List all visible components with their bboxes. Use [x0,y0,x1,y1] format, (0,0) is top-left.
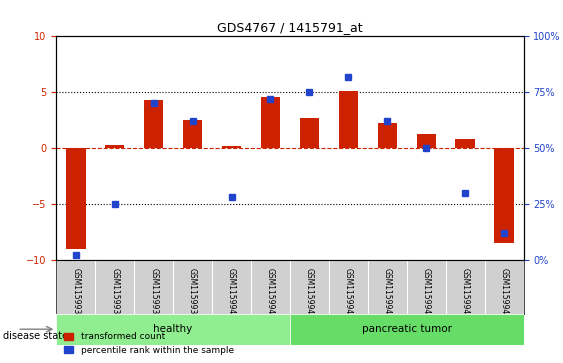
Bar [378,123,397,148]
Text: GSM1159944: GSM1159944 [383,268,392,319]
Text: GSM1159940: GSM1159940 [227,268,236,319]
Text: GSM1159941: GSM1159941 [266,268,275,319]
Bar [300,118,319,148]
Text: pancreatic tumor: pancreatic tumor [362,324,452,334]
Bar [338,91,358,148]
Bar [105,145,124,148]
FancyBboxPatch shape [56,314,290,345]
Bar [66,148,86,249]
Bar [183,120,202,148]
Text: healthy: healthy [154,324,193,334]
Bar [417,134,436,148]
Bar [494,148,514,243]
Bar [144,100,163,148]
Bar [222,146,242,148]
Text: GSM1159936: GSM1159936 [72,268,81,319]
Text: GSM1159937: GSM1159937 [110,268,119,319]
Text: GSM1159946: GSM1159946 [461,268,470,319]
Text: GSM1159947: GSM1159947 [499,268,508,319]
Text: GSM1159939: GSM1159939 [188,268,197,319]
Bar [261,97,280,148]
FancyBboxPatch shape [290,314,524,345]
Text: GSM1159942: GSM1159942 [305,268,314,319]
Text: GSM1159943: GSM1159943 [344,268,353,319]
Legend: transformed count, percentile rank within the sample: transformed count, percentile rank withi… [61,329,238,359]
Text: disease state: disease state [3,331,68,341]
Title: GDS4767 / 1415791_at: GDS4767 / 1415791_at [217,21,363,34]
Bar [455,139,475,148]
Text: GSM1159938: GSM1159938 [149,268,158,319]
Text: GSM1159945: GSM1159945 [422,268,431,319]
